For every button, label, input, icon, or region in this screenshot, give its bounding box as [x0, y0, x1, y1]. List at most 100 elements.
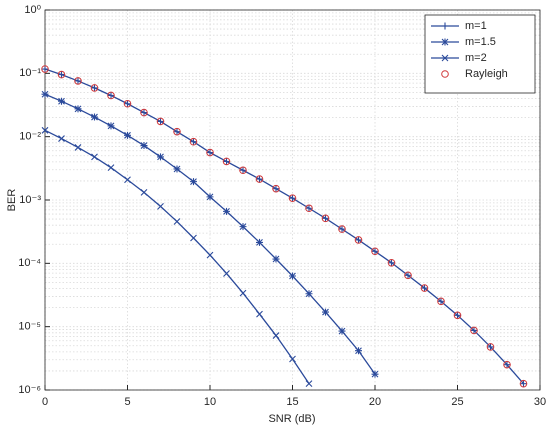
data-point: [74, 144, 82, 151]
data-point: [519, 379, 528, 388]
data-point: [239, 166, 247, 174]
data-point: [190, 138, 197, 146]
data-point: [354, 236, 363, 244]
data-point: [322, 214, 329, 222]
data-point: [190, 178, 197, 186]
data-point: [404, 271, 412, 279]
data-point: [173, 218, 181, 225]
data-point: [355, 236, 362, 244]
data-point: [371, 370, 379, 378]
data-point: [256, 238, 263, 246]
legend-label: m=1.5: [465, 36, 496, 48]
data-point: [421, 284, 428, 292]
data-point: [503, 361, 511, 369]
x-axis-label: SNR (dB): [268, 413, 315, 425]
x-tick-label: 10: [204, 396, 216, 408]
data-point: [124, 176, 131, 184]
data-point: [338, 225, 346, 233]
data-point: [41, 126, 49, 134]
data-point: [338, 327, 346, 335]
data-point: [57, 70, 66, 79]
data-point: [239, 166, 247, 175]
data-point: [404, 271, 412, 280]
data-point: [520, 380, 527, 388]
legend-marker: [441, 70, 449, 78]
data-point: [140, 188, 148, 196]
data-point: [420, 284, 429, 292]
data-point: [371, 247, 379, 256]
data-point: [338, 225, 346, 233]
legend-marker: [441, 54, 449, 62]
y-tick-label: 10⁰: [24, 4, 41, 16]
legend-box: [424, 14, 536, 94]
data-point: [156, 117, 165, 126]
data-point: [486, 343, 495, 351]
data-point: [272, 184, 280, 193]
data-point: [157, 202, 164, 210]
data-point: [322, 308, 329, 316]
y-tick-label: 10⁻⁴: [18, 257, 41, 269]
y-tick-label: 10⁻³: [19, 194, 41, 206]
data-point: [255, 175, 264, 183]
data-point: [41, 90, 49, 98]
data-point: [437, 297, 445, 305]
data-point: [107, 91, 115, 99]
data-point: [140, 109, 148, 117]
data-point: [124, 131, 131, 139]
data-point: [173, 127, 181, 136]
data-point: [223, 207, 230, 215]
data-point: [470, 326, 478, 334]
data-point: [289, 272, 296, 280]
data-point: [41, 65, 49, 73]
data-point: [189, 137, 198, 146]
data-point: [157, 153, 164, 161]
data-point: [123, 99, 132, 108]
data-point: [223, 270, 230, 277]
data-point: [239, 223, 247, 231]
data-point: [272, 185, 280, 193]
data-point: [305, 204, 313, 213]
x-tick-label: 15: [286, 396, 298, 408]
data-point: [58, 135, 65, 142]
legend-marker: [441, 22, 449, 30]
data-point: [41, 65, 49, 73]
data-point: [453, 311, 462, 320]
data-point: [58, 97, 65, 105]
data-point: [90, 84, 99, 92]
y-tick-label: 10⁻²: [19, 131, 41, 143]
data-point: [140, 142, 148, 150]
data-point: [256, 175, 263, 183]
data-point: [272, 255, 280, 263]
data-point: [190, 234, 197, 242]
data-point: [91, 113, 98, 121]
legend-label: Rayleigh: [465, 68, 508, 80]
data-point: [305, 380, 313, 388]
x-tick-label: 5: [124, 396, 130, 408]
data-point: [206, 149, 214, 157]
legend-marker: [441, 38, 449, 46]
data-point: [272, 332, 280, 339]
data-point: [437, 297, 445, 306]
y-tick-label: 10⁻⁵: [18, 321, 41, 333]
data-point: [173, 128, 181, 136]
data-point: [288, 194, 297, 202]
data-point: [321, 214, 330, 223]
x-tick-label: 0: [42, 396, 48, 408]
y-tick-label: 10⁻¹: [19, 67, 41, 79]
data-point: [289, 194, 296, 202]
data-point: [256, 310, 263, 318]
data-point: [289, 355, 296, 363]
data-point: [305, 204, 313, 212]
data-point: [173, 165, 181, 173]
data-point: [222, 157, 231, 166]
data-point: [371, 247, 379, 255]
data-point: [387, 258, 396, 267]
x-tick-label: 30: [534, 396, 546, 408]
data-point: [140, 108, 148, 117]
legend-label: m=1: [465, 20, 487, 32]
data-point: [91, 153, 98, 161]
x-tick-label: 20: [369, 396, 381, 408]
data-point: [355, 347, 362, 355]
data-point: [239, 289, 247, 297]
